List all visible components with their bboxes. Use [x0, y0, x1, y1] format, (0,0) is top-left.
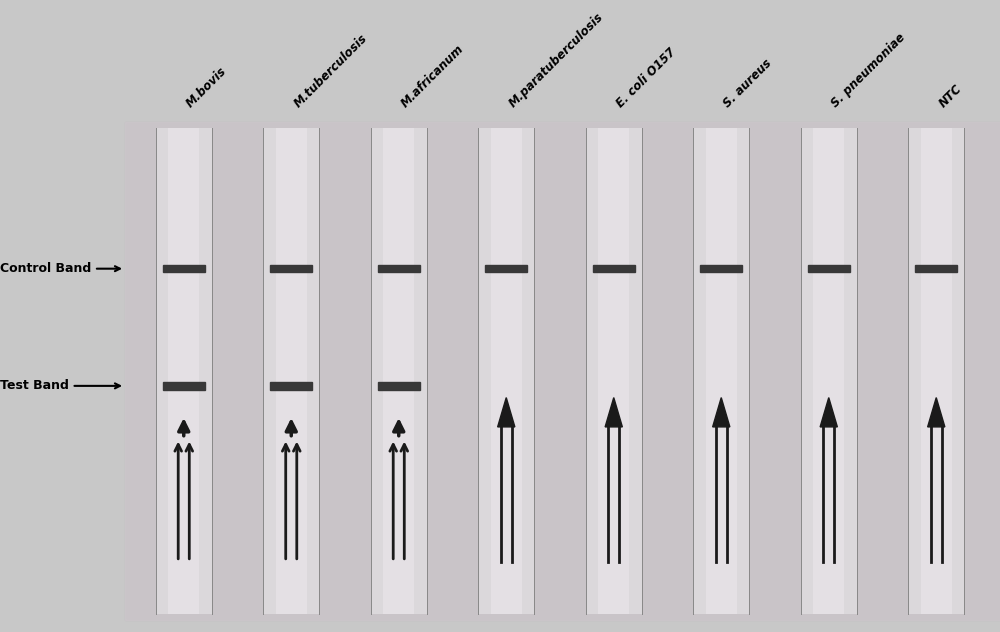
Bar	[378, 382, 420, 390]
Polygon shape	[928, 398, 945, 427]
Bar	[808, 265, 850, 272]
Text: M.africanum: M.africanum	[399, 43, 467, 111]
Bar	[270, 265, 312, 272]
Bar	[378, 265, 420, 272]
Text: S. aureus: S. aureus	[721, 57, 775, 111]
Bar	[801, 128, 857, 614]
Bar	[491, 128, 522, 614]
Bar	[915, 265, 957, 272]
Polygon shape	[605, 398, 622, 427]
Bar	[593, 265, 635, 272]
Bar	[813, 128, 844, 614]
Bar	[485, 265, 527, 272]
Bar	[270, 382, 312, 390]
Bar	[921, 128, 952, 614]
Text: Test Band: Test Band	[0, 379, 120, 392]
Bar	[706, 128, 737, 614]
Bar	[125, 122, 1000, 620]
Bar	[163, 265, 205, 272]
Bar	[908, 128, 964, 614]
Text: Control Band: Control Band	[0, 262, 120, 275]
Polygon shape	[820, 398, 837, 427]
Bar	[586, 128, 642, 614]
Text: E. coli O157: E. coli O157	[614, 46, 678, 111]
Polygon shape	[498, 398, 515, 427]
Text: M.tuberculosis: M.tuberculosis	[291, 32, 370, 111]
Text: NTC: NTC	[936, 83, 964, 111]
Bar	[263, 128, 319, 614]
Bar	[693, 128, 749, 614]
Bar	[156, 128, 212, 614]
Text: M.paratuberculosis: M.paratuberculosis	[506, 11, 606, 111]
Text: M.bovis: M.bovis	[184, 65, 229, 111]
Bar	[598, 128, 629, 614]
Bar	[125, 122, 1000, 620]
Bar	[700, 265, 742, 272]
Text: S. pneumoniae: S. pneumoniae	[829, 32, 908, 111]
Bar	[163, 382, 205, 390]
Bar	[478, 128, 534, 614]
Polygon shape	[713, 398, 730, 427]
Bar	[168, 128, 199, 614]
Bar	[276, 128, 307, 614]
Bar	[383, 128, 414, 614]
Bar	[371, 128, 427, 614]
